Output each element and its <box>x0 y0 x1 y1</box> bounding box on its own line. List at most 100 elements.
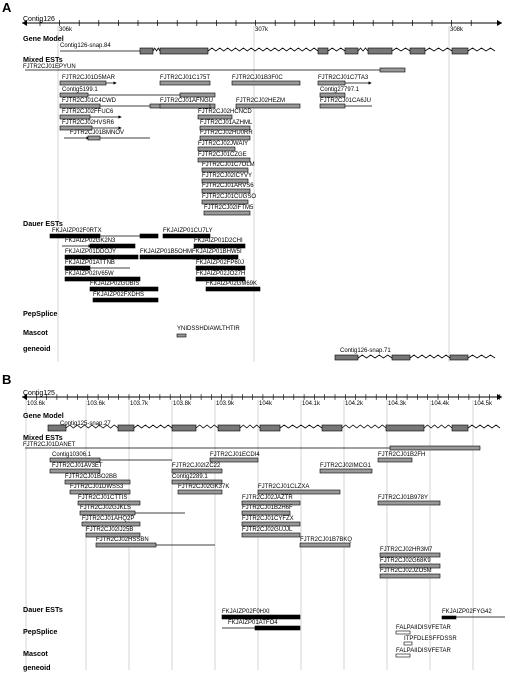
feature-label: FJTR2CJ01CYFZX <box>242 516 294 522</box>
gene-intron <box>423 424 453 429</box>
est-block <box>377 457 413 463</box>
axis-tick-label: 104k <box>259 401 273 407</box>
feature-label: FJTR2CJ01CA6JU <box>320 98 371 104</box>
est-block <box>177 489 223 495</box>
est-block <box>319 468 373 474</box>
est-block <box>199 135 251 141</box>
est-block <box>59 114 91 120</box>
est-block <box>119 276 141 282</box>
feature-label: FJTR2CJ02GUJJL <box>242 527 293 533</box>
feature-label: FKJAIZP01B5OHM <box>140 249 192 255</box>
feature-label: FJTR2CJ01AHQ2P <box>82 516 134 522</box>
gene-intron <box>409 354 451 359</box>
feature-label: FJTR2CJ02JWAIY <box>198 141 248 147</box>
track-title: Dauer ESTs <box>23 219 63 228</box>
est-block <box>257 489 341 495</box>
est-block <box>49 468 101 474</box>
est-block <box>59 92 89 98</box>
track-title: Gene Model <box>23 411 64 420</box>
est-block <box>64 479 131 485</box>
est-block <box>89 243 136 249</box>
est-block <box>159 80 211 86</box>
peptide-hit <box>176 333 187 338</box>
feature-label: FJTR2CJ02G68K9 <box>380 558 431 564</box>
est-block <box>377 500 441 506</box>
est-block <box>139 233 159 239</box>
track-title: Mascot <box>23 328 48 337</box>
track-title: geneoid <box>23 663 51 672</box>
axis-tick-label: 104.3k <box>388 401 407 407</box>
gene-exon <box>334 354 359 361</box>
est-block <box>379 67 406 73</box>
track-title: Gene Model <box>23 34 64 43</box>
est-block <box>171 479 223 485</box>
est-block <box>197 146 236 152</box>
gene-intron <box>357 354 393 359</box>
axis-tick-label: 104.2k <box>345 401 364 407</box>
gene-intron <box>65 424 119 429</box>
est-block <box>171 468 223 474</box>
feature-label: FKJAIZP02JO27H <box>196 271 245 277</box>
feature-label: FJTR2CJ02IMCG1 <box>320 463 372 469</box>
est-block <box>319 92 346 98</box>
feature-label: FALPAIIDISVFETAR <box>396 625 451 631</box>
gene-exon <box>317 47 329 55</box>
gene-intron <box>467 47 496 52</box>
est-block <box>379 573 441 579</box>
gene-intron <box>279 424 323 429</box>
est-block <box>231 80 301 86</box>
track-title: PepSplice <box>23 309 57 318</box>
axis-tick-label: 307k <box>255 27 269 33</box>
gene-intron <box>195 424 219 429</box>
feature-label: FKJAIZP02FXDHS <box>93 292 144 298</box>
est-block <box>179 92 216 98</box>
axis-tick-label: 306k <box>59 27 73 33</box>
gene-exon <box>451 424 469 432</box>
feature-label: FJTR2CJ01AZHML <box>200 120 253 126</box>
est-block <box>317 80 346 86</box>
feature-label: FJTR2CJ01B978Y <box>378 495 428 501</box>
est-block <box>241 500 301 506</box>
est-block <box>87 135 101 141</box>
gene-exon <box>449 354 469 361</box>
feature-label: Contig27797.1 <box>320 87 360 93</box>
feature-label: FJTR2CJ02HCNCD <box>198 109 252 115</box>
est-block <box>64 254 111 260</box>
gene-intron <box>327 47 346 52</box>
est-block <box>195 265 246 271</box>
track-title: PepSplice <box>23 627 57 636</box>
feature-label: FJTR2CJ01CLZXA <box>258 484 309 490</box>
feature-label: FKJAIZP02F0HXI <box>222 609 270 615</box>
feature-label: FJTR2CJ01DANET <box>23 442 76 448</box>
feature-label: FJTR2CJ02HEZM <box>236 98 285 104</box>
feature-label: Contig2289.1 <box>172 474 208 480</box>
feature-label: FKJAIZP01CU7LY <box>163 228 213 234</box>
est-block <box>241 510 291 516</box>
est-block <box>319 103 346 109</box>
feature-label: FJTR2CJ01D5MAR <box>62 75 116 81</box>
feature-label: FKJAIZP01ATFO4 <box>228 620 278 626</box>
gene-exon <box>451 47 469 55</box>
feature-label: Contig125-snap.27 <box>60 421 111 427</box>
est-block <box>201 167 249 173</box>
axis-left-arrow <box>22 20 27 26</box>
est-block <box>59 80 107 86</box>
axis-tick-label: 103.9k <box>216 401 235 407</box>
feature-label: FJTR2CJ02IZC22 <box>172 463 221 469</box>
gene-intron <box>133 424 173 429</box>
feature-label: FKJAIZP01D2CHI <box>194 238 243 244</box>
est-block <box>89 286 121 292</box>
feature-label: FKJAIZP01DDOJY <box>65 249 116 255</box>
est-block <box>109 254 139 260</box>
track-title: Mascot <box>23 649 48 658</box>
gene-exon <box>139 47 154 55</box>
feature-label: FJTR2CJ02FFUC6 <box>62 109 114 115</box>
est-block <box>85 532 141 538</box>
est-block <box>149 297 159 303</box>
feature-label: FJTR2CJ01CUGSO <box>202 194 256 200</box>
feature-label: FJTR2CJ02ICYVY <box>202 173 252 179</box>
est-block <box>209 457 259 463</box>
gene-exon <box>159 47 209 55</box>
track-title: geneoid <box>23 344 51 353</box>
